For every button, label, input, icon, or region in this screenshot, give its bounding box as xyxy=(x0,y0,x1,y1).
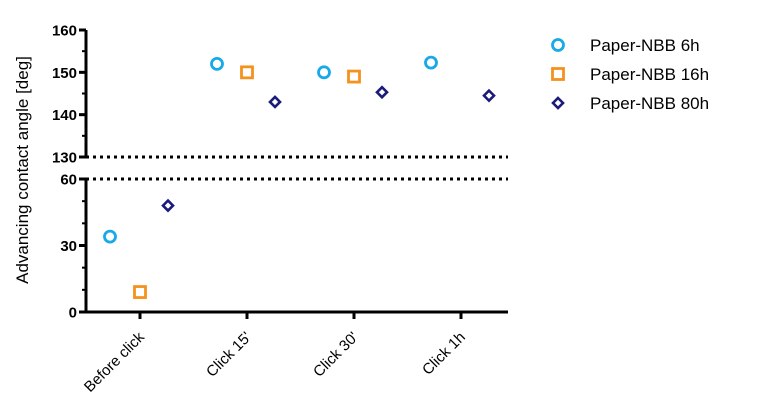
data-point xyxy=(347,69,361,84)
data-point xyxy=(240,65,254,80)
legend-label: Paper-NBB 16h xyxy=(590,65,709,84)
legend-marker xyxy=(551,67,565,81)
legend-label: Paper-NBB 80h xyxy=(590,94,709,113)
y-tick-label: 160 xyxy=(52,23,77,40)
x-tick-label: Click 30' xyxy=(310,329,362,381)
data-point xyxy=(268,95,282,109)
y-tick-label: 60 xyxy=(60,172,77,189)
data-point xyxy=(424,55,438,70)
y-tick-label: 30 xyxy=(60,238,77,255)
data-point xyxy=(103,229,117,244)
data-point xyxy=(482,88,496,103)
legend-marker xyxy=(551,38,565,52)
x-tick-label: Click 1h xyxy=(419,329,469,379)
y-tick-label: 0 xyxy=(69,305,77,322)
legend-marker xyxy=(551,96,565,110)
y-tick-label: 150 xyxy=(52,65,77,82)
y-tick-label: 140 xyxy=(52,107,77,124)
legend-label: Paper-NBB 6h xyxy=(590,36,700,55)
data-point xyxy=(210,56,224,71)
data-point xyxy=(317,65,331,80)
x-tick-label: Click 15' xyxy=(203,329,255,381)
y-tick-label: 130 xyxy=(52,150,77,167)
x-tick-label: Before click xyxy=(81,328,148,395)
data-point xyxy=(133,285,147,299)
y-axis-title: Advancing contact angle [deg] xyxy=(13,56,32,284)
data-point xyxy=(375,85,389,100)
data-point xyxy=(161,198,175,213)
